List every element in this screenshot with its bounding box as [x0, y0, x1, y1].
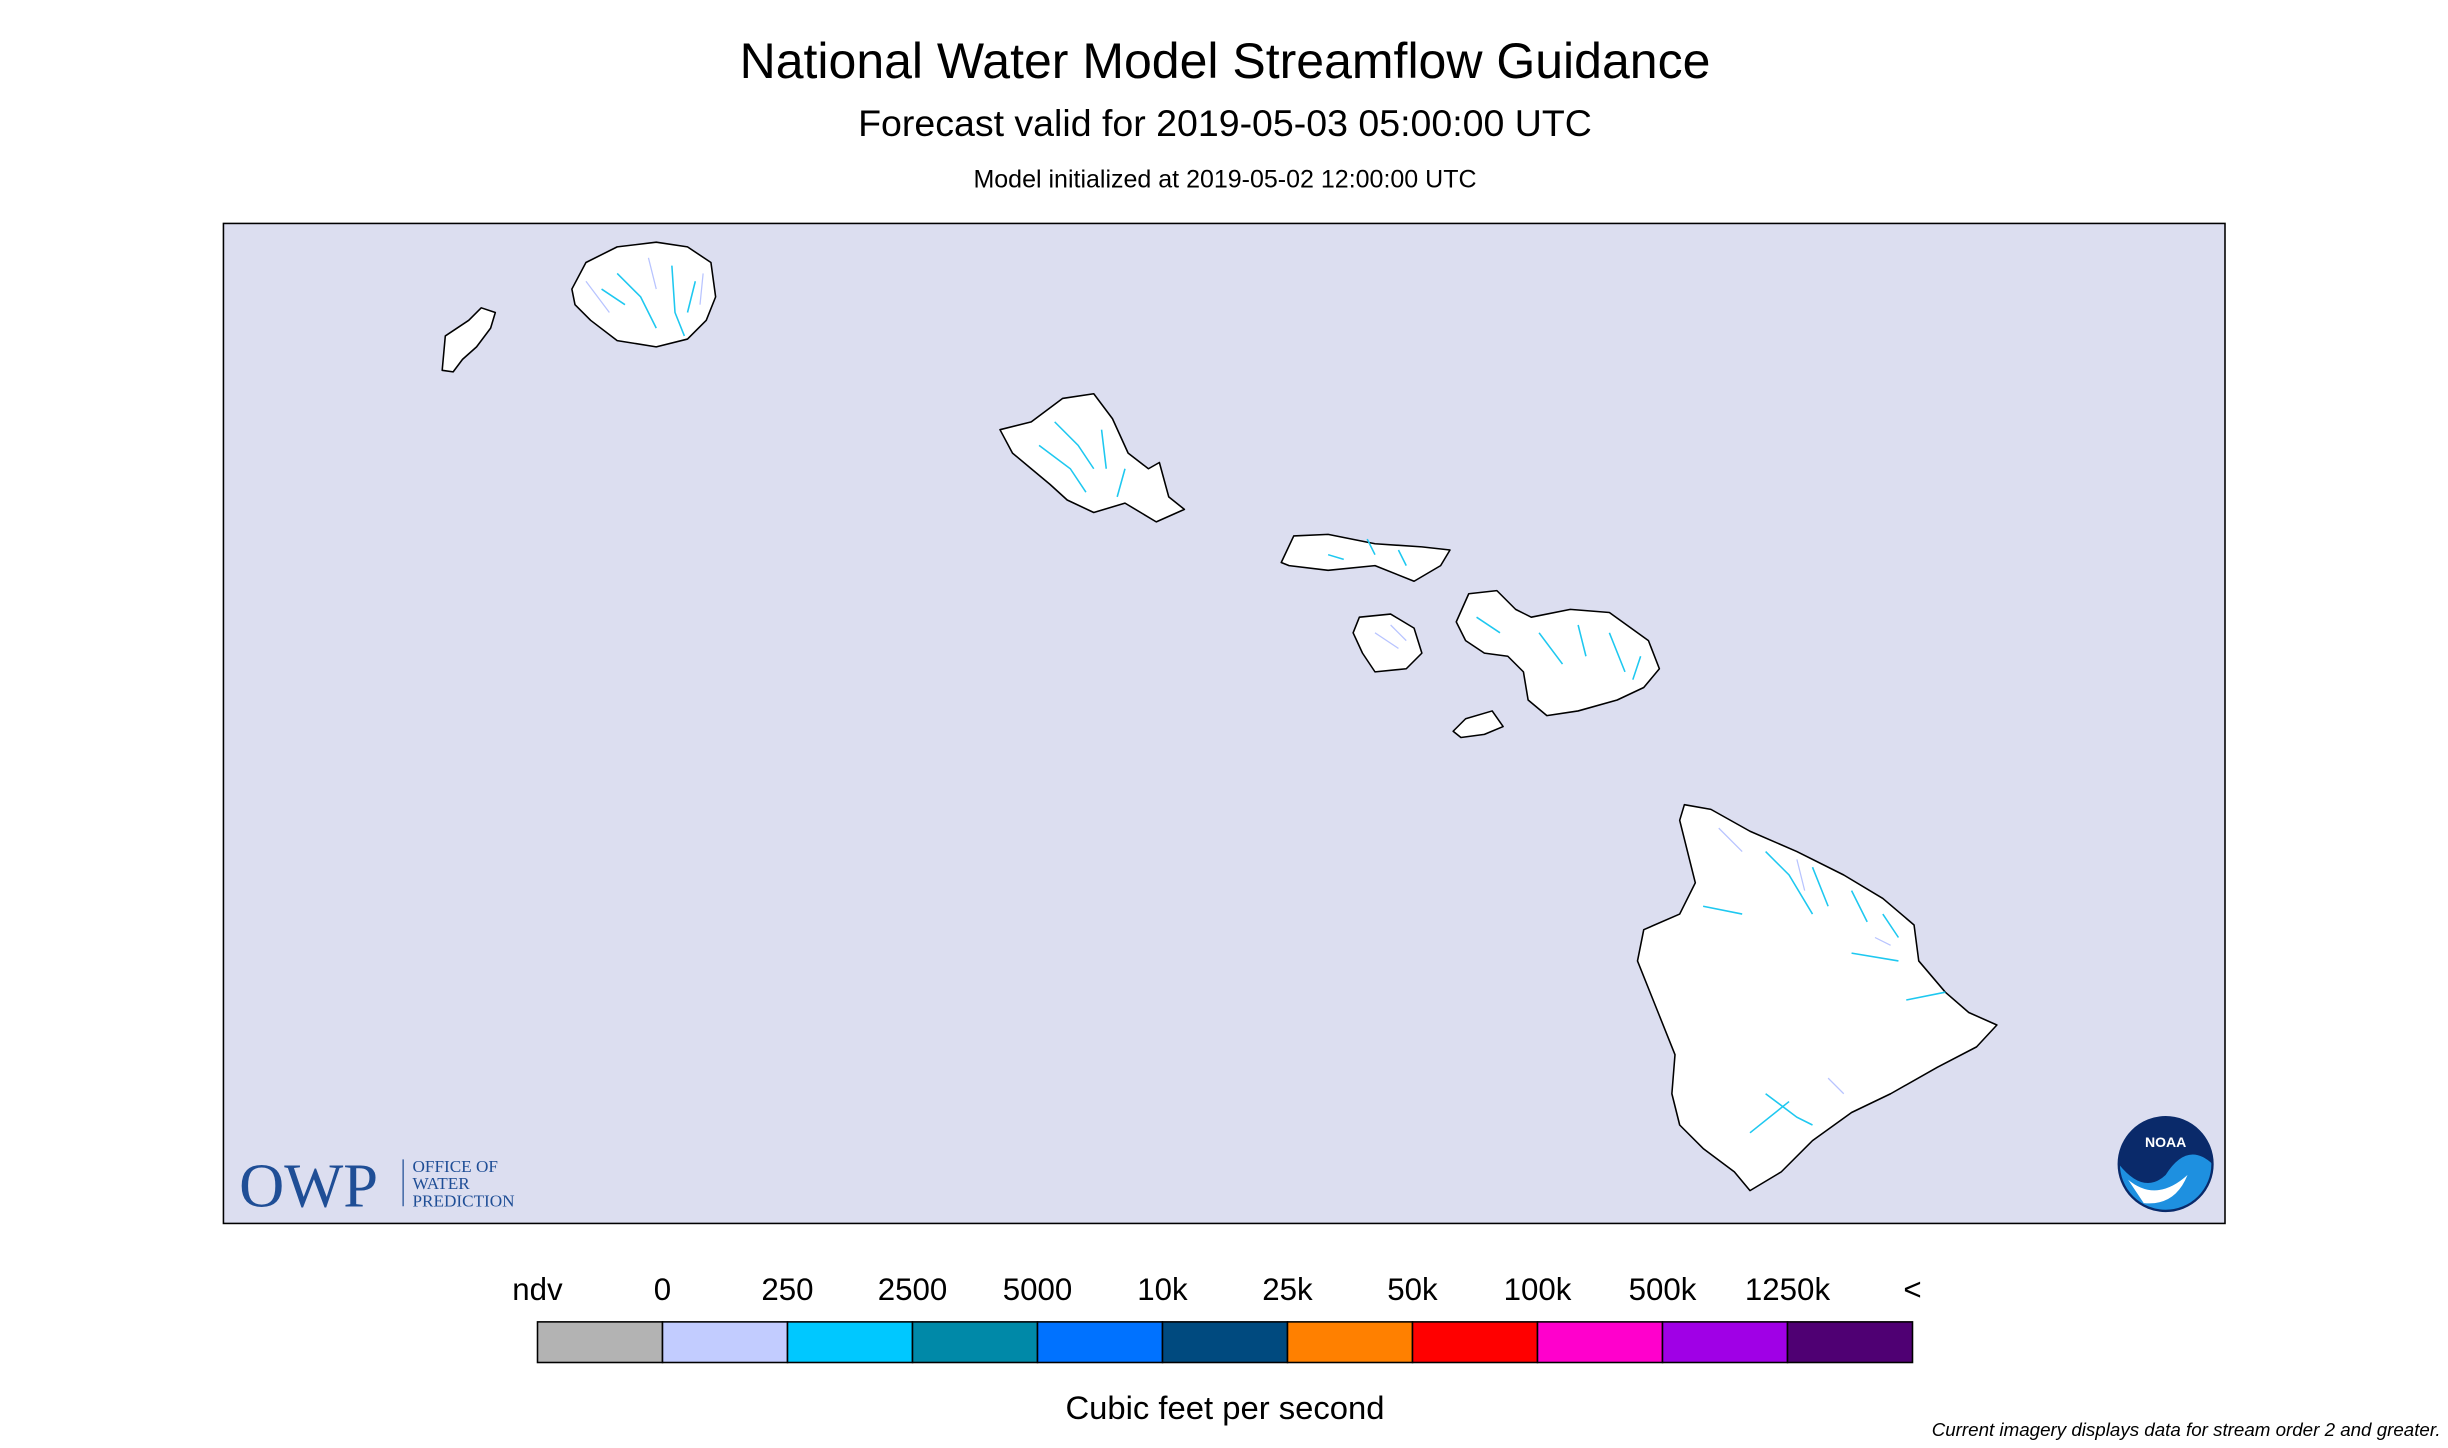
noaa-logo-text: NOAA [2145, 1134, 2186, 1150]
legend-label: < [1903, 1272, 1921, 1307]
legend-label: 500k [1629, 1272, 1697, 1307]
legend-swatch [911, 1321, 1039, 1364]
legend-swatch [1411, 1321, 1539, 1364]
legend-units: Cubic feet per second [1065, 1389, 1384, 1426]
noaa-logo-top [2118, 1117, 2213, 1184]
init-time: Model initialized at 2019-05-02 12:00:00… [973, 166, 1476, 194]
noaa-logo: NOAA [2117, 1116, 2214, 1213]
legend-label: 10k [1137, 1272, 1188, 1307]
legend-swatch [1536, 1321, 1664, 1364]
streams [585, 257, 1946, 1134]
legend-swatch [1786, 1321, 1914, 1364]
legend-label: 0 [654, 1272, 671, 1307]
island [1455, 589, 1661, 717]
legend-label: 100k [1504, 1272, 1572, 1307]
legend-label: 25k [1262, 1272, 1313, 1307]
footnote: Current imagery displays data for stream… [1932, 1419, 2441, 1440]
island [1636, 803, 1998, 1192]
island [1452, 710, 1504, 739]
legend-swatch [1661, 1321, 1789, 1364]
legend-label: ndv [512, 1272, 563, 1307]
legend-swatch [536, 1321, 664, 1364]
island [1352, 613, 1423, 673]
legend-label: 2500 [878, 1272, 948, 1307]
noaa-logo-bird [2128, 1175, 2188, 1204]
legend-label: 50k [1387, 1272, 1438, 1307]
owp-logo-line: WATER [413, 1174, 471, 1193]
legend-swatch [1036, 1321, 1164, 1364]
legend-swatch [661, 1321, 789, 1364]
title: National Water Model Streamflow Guidance [740, 33, 1711, 89]
subtitle: Forecast valid for 2019-05-03 05:00:00 U… [858, 102, 1592, 144]
legend-swatch [1161, 1321, 1289, 1364]
legend-label: 1250k [1745, 1272, 1831, 1307]
legend-label: 250 [761, 1272, 813, 1307]
island [441, 307, 497, 373]
owp-logo-line: OFFICE OF [413, 1157, 498, 1176]
map: OWP OFFICE OF WATER PREDICTION NOAA [222, 222, 2226, 1225]
island [571, 241, 717, 348]
legend-swatch [1286, 1321, 1414, 1364]
island [999, 392, 1186, 523]
owp-logo: OWP OFFICE OF WATER PREDICTION [239, 1150, 515, 1220]
legend: ndv 0 250 2500 5000 10k 25k 50k 100k 500k 1250k < [512, 1272, 1922, 1364]
island [1280, 533, 1451, 583]
legend-label: 5000 [1003, 1272, 1073, 1307]
legend-swatch [786, 1321, 914, 1364]
owp-logo-text: OWP [239, 1150, 378, 1220]
owp-logo-line: PREDICTION [413, 1191, 515, 1210]
